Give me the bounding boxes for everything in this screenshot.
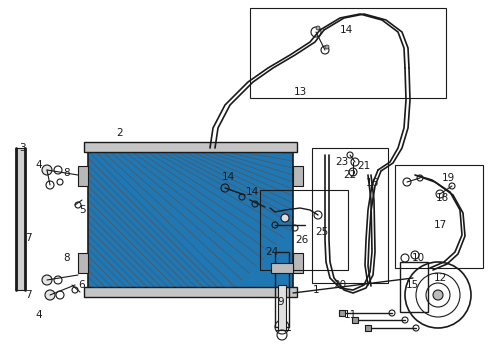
Bar xyxy=(16,148,25,290)
Text: 20: 20 xyxy=(333,280,346,290)
Circle shape xyxy=(325,45,329,49)
Bar xyxy=(78,166,88,186)
Bar xyxy=(84,142,297,152)
Bar xyxy=(275,252,289,327)
Bar xyxy=(78,253,88,273)
Bar xyxy=(339,310,345,316)
Bar xyxy=(271,263,293,273)
Text: 8: 8 xyxy=(64,253,70,263)
Circle shape xyxy=(433,290,443,300)
Text: 16: 16 xyxy=(366,178,379,188)
Text: 4: 4 xyxy=(36,160,42,170)
Text: 8: 8 xyxy=(64,168,70,178)
Text: 6: 6 xyxy=(79,280,85,290)
Text: 23: 23 xyxy=(335,157,348,167)
Bar xyxy=(88,148,293,291)
Text: 2: 2 xyxy=(117,128,123,138)
Bar xyxy=(250,8,446,98)
Text: 14: 14 xyxy=(340,25,353,35)
Bar xyxy=(352,317,358,323)
Text: 22: 22 xyxy=(343,170,357,180)
Text: 14: 14 xyxy=(221,172,235,182)
Text: 19: 19 xyxy=(441,173,455,183)
Circle shape xyxy=(281,214,289,222)
Bar xyxy=(293,253,303,273)
Text: 14: 14 xyxy=(245,187,259,197)
Circle shape xyxy=(42,275,52,285)
Text: 21: 21 xyxy=(357,161,370,171)
Bar xyxy=(260,190,348,270)
Circle shape xyxy=(42,165,52,175)
Bar xyxy=(400,262,428,312)
Text: 18: 18 xyxy=(436,193,449,203)
Text: 7: 7 xyxy=(24,290,31,300)
Text: 12: 12 xyxy=(433,273,446,283)
Text: 5: 5 xyxy=(79,205,85,215)
Text: 25: 25 xyxy=(316,227,329,237)
Bar xyxy=(88,148,293,291)
Bar xyxy=(278,285,286,330)
Text: 4: 4 xyxy=(36,310,42,320)
Text: 26: 26 xyxy=(295,235,309,245)
Bar xyxy=(365,325,371,331)
Text: 10: 10 xyxy=(412,253,424,263)
Circle shape xyxy=(45,290,55,300)
Text: 17: 17 xyxy=(433,220,446,230)
Text: 1: 1 xyxy=(313,285,319,295)
Text: 15: 15 xyxy=(405,280,418,290)
Text: 7: 7 xyxy=(24,233,31,243)
Circle shape xyxy=(316,26,320,30)
Bar xyxy=(84,287,297,297)
Bar xyxy=(395,165,483,268)
Bar xyxy=(312,148,388,283)
Text: 11: 11 xyxy=(343,310,357,320)
Text: 13: 13 xyxy=(294,87,307,97)
Text: 3: 3 xyxy=(19,143,25,153)
Text: 9: 9 xyxy=(278,297,284,307)
Bar xyxy=(293,166,303,186)
Text: 24: 24 xyxy=(266,247,279,257)
